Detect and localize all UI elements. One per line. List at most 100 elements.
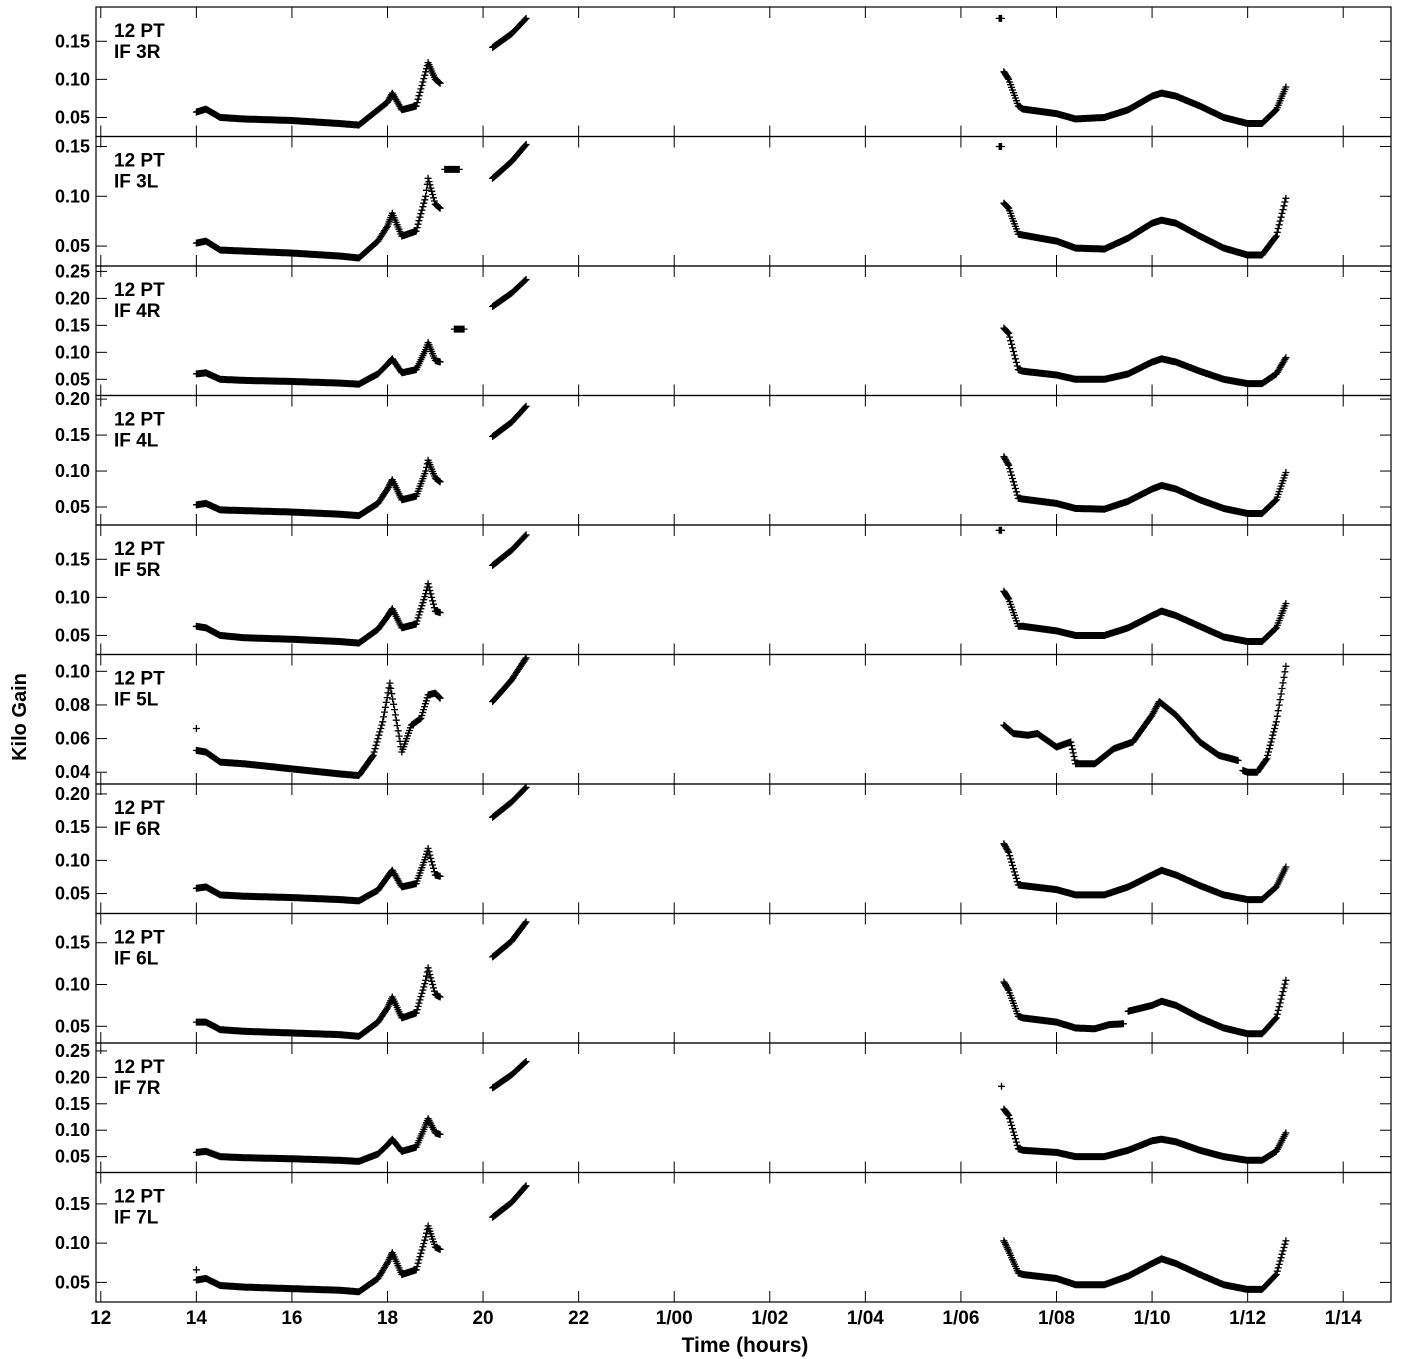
data-series — [1000, 324, 1290, 388]
y-tick-label: 0.05 — [55, 1016, 90, 1036]
panel-label: IF 5L — [114, 690, 159, 711]
data-series — [192, 679, 444, 780]
y-tick-label: 0.15 — [55, 1194, 90, 1214]
panel-label: IF 5R — [114, 560, 161, 581]
x-tick-label: 1/00 — [656, 1308, 693, 1329]
panel-label: IF 7L — [114, 1208, 159, 1229]
y-tick-label: 0.05 — [55, 625, 90, 645]
data-series — [1000, 698, 1242, 768]
y-tick-label: 0.15 — [55, 425, 90, 445]
panel-label: 12 PT — [114, 410, 165, 431]
data-series — [489, 1058, 530, 1092]
y-tick-label: 0.20 — [55, 1067, 90, 1087]
data-series — [1239, 662, 1290, 776]
y-tick-label: 0.10 — [55, 661, 90, 681]
panel-frame — [95, 394, 1392, 526]
y-tick-label: 0.15 — [55, 1094, 90, 1114]
y-tick-label: 0.10 — [55, 186, 90, 206]
y-tick-label: 0.15 — [55, 933, 90, 953]
data-series — [192, 1222, 444, 1296]
y-tick-label: 0.10 — [55, 461, 90, 481]
data-series — [192, 964, 444, 1040]
x-tick-label: 18 — [377, 1308, 398, 1329]
panel-label: 12 PT — [114, 280, 165, 301]
panel-label: IF 6R — [114, 819, 161, 840]
y-tick-label: 0.05 — [55, 107, 90, 127]
panel-frame — [95, 1171, 1392, 1303]
y-tick-label: 0.20 — [55, 288, 90, 308]
data-series — [441, 165, 463, 173]
y-axis-label: Kilo Gain — [9, 673, 31, 761]
x-tick-label: 22 — [568, 1308, 589, 1329]
data-series — [998, 1082, 1005, 1090]
data-series — [1124, 976, 1290, 1038]
data-series — [489, 783, 530, 821]
data-series — [489, 531, 530, 569]
panel-frame — [95, 524, 1392, 656]
data-series — [192, 580, 444, 647]
panel-label: 12 PT — [114, 669, 165, 690]
x-tick-label: 1/10 — [1134, 1308, 1171, 1329]
panel-label: 12 PT — [114, 21, 165, 42]
y-tick-label: 0.15 — [55, 817, 90, 837]
panel-label: IF 3R — [114, 42, 161, 63]
y-tick-label: 0.15 — [55, 315, 90, 335]
y-tick-label: 0.10 — [55, 850, 90, 870]
y-tick-label: 0.10 — [55, 1120, 90, 1140]
data-series — [1000, 978, 1127, 1033]
data-series — [489, 918, 530, 961]
data-series — [489, 654, 530, 706]
panel-label: 12 PT — [114, 798, 165, 819]
y-tick-label: 0.25 — [55, 261, 90, 281]
panel-label: IF 7R — [114, 1078, 161, 1099]
data-series — [995, 143, 1005, 150]
y-tick-label: 0.05 — [55, 884, 90, 904]
panel-frame — [95, 1042, 1392, 1174]
data-series — [192, 456, 444, 520]
data-series — [192, 59, 444, 129]
x-tick-label: 12 — [90, 1308, 111, 1329]
y-tick-label: 0.05 — [55, 369, 90, 389]
x-tick-label: 1/08 — [1038, 1308, 1075, 1329]
data-series — [1000, 840, 1290, 904]
panel-label: IF 4R — [114, 301, 161, 322]
x-tick-label: 1/02 — [751, 1308, 788, 1329]
y-tick-label: 0.15 — [55, 136, 90, 156]
panel-label: 12 PT — [114, 928, 165, 949]
x-tick-label: 14 — [186, 1308, 208, 1329]
data-series — [489, 141, 530, 182]
panel-label: 12 PT — [114, 1187, 165, 1208]
panel-label: IF 4L — [114, 431, 159, 452]
data-series — [995, 14, 1005, 22]
data-series — [450, 325, 468, 333]
y-tick-label: 0.10 — [55, 69, 90, 89]
panel-label: 12 PT — [114, 1057, 165, 1078]
x-axis: 12 14 16 18 20 22 1/00 1/02 1/04 1/06 1/08 1/10 1/12… — [90, 1308, 1362, 1329]
x-tick-label: 1/06 — [942, 1308, 979, 1329]
y-tick-label: 0.20 — [55, 389, 90, 409]
data-series — [1000, 587, 1290, 645]
y-tick-label: 0.10 — [55, 975, 90, 995]
data-series — [489, 1182, 530, 1221]
y-tick-label: 0.04 — [55, 762, 90, 782]
y-tick-label: 0.06 — [55, 729, 90, 749]
data-series — [489, 14, 530, 51]
y-tick-label: 0.25 — [55, 1041, 90, 1061]
y-tick-label: 0.15 — [55, 31, 90, 51]
y-tick-label: 0.10 — [55, 1233, 90, 1253]
data-series — [1000, 194, 1290, 259]
data-series — [489, 276, 530, 310]
data-series — [192, 1115, 444, 1165]
panel-label: 12 PT — [114, 539, 165, 560]
panel-frame — [95, 912, 1392, 1044]
